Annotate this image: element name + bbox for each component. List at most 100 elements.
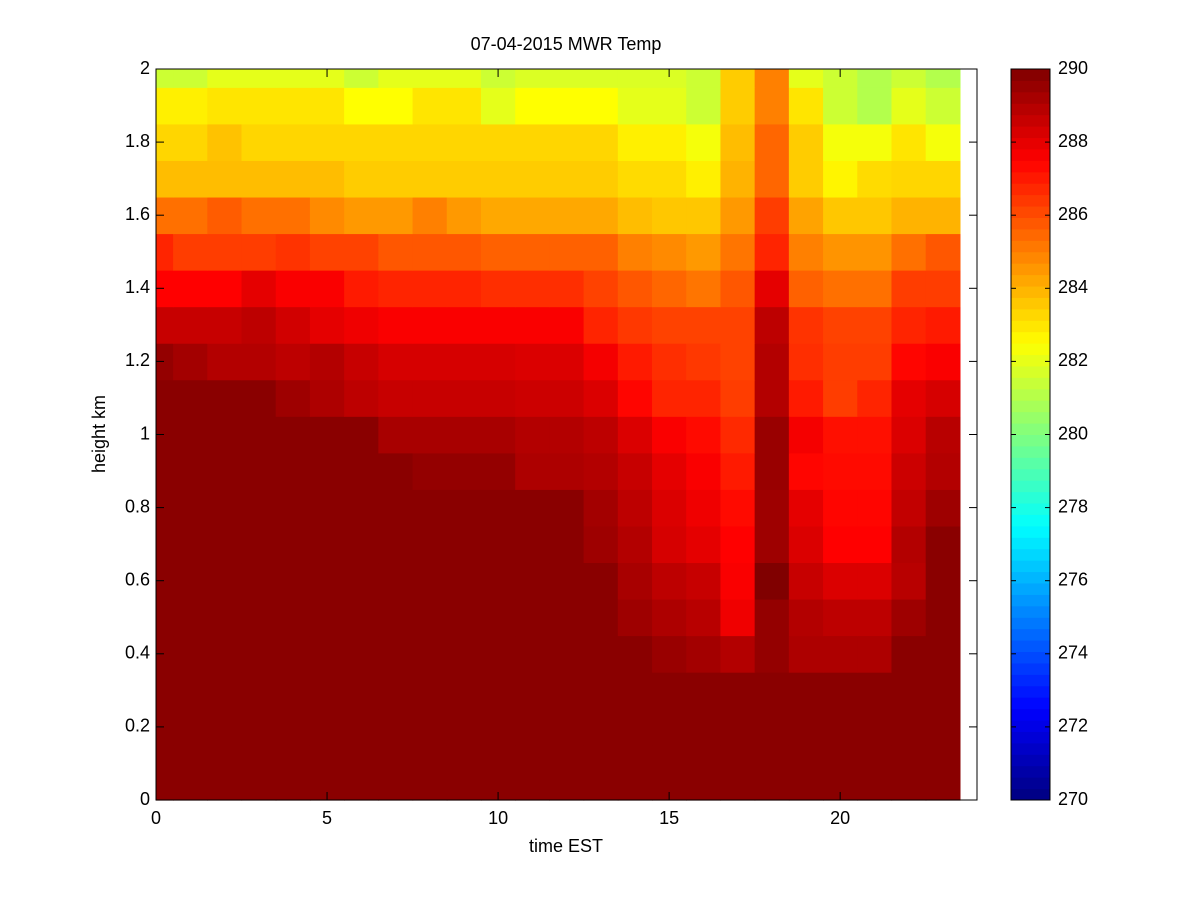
heatmap-cell (412, 598, 448, 637)
heatmap-cell (344, 452, 379, 490)
heatmap-cell (891, 343, 927, 381)
colorbar-tick-label: 274 (1058, 643, 1088, 663)
heatmap-cell (549, 123, 585, 161)
heatmap-cell (925, 416, 961, 454)
heatmap-cell (754, 708, 790, 746)
colorbar-swatch (1011, 160, 1050, 173)
heatmap-cell (720, 598, 756, 637)
heatmap-cell (823, 160, 858, 198)
heatmap-cell (241, 87, 277, 125)
heatmap-cell (156, 635, 174, 673)
heatmap-cell (788, 635, 824, 673)
heatmap-cell (617, 635, 653, 673)
x-axis-label: time EST (529, 836, 603, 856)
heatmap-cell (344, 708, 379, 746)
x-tick-label: 15 (659, 808, 679, 828)
heatmap-cell (549, 270, 585, 308)
colorbar-swatch (1011, 605, 1050, 618)
heatmap-cell (925, 123, 961, 161)
heatmap-cell (480, 708, 516, 746)
heatmap-cell (378, 525, 414, 564)
heatmap-cell (583, 489, 619, 527)
heatmap-cell (446, 452, 482, 490)
colorbar-swatch (1011, 69, 1050, 81)
y-tick-label: 0.8 (125, 496, 150, 516)
heatmap-cell (412, 416, 448, 454)
colorbar-swatch (1011, 377, 1050, 390)
heatmap-cell (241, 562, 277, 600)
colorbar-tick-label: 282 (1058, 350, 1088, 370)
heatmap-cell (207, 452, 243, 490)
heatmap-cell (583, 343, 619, 381)
heatmap-cell (241, 708, 277, 746)
heatmap-cell (275, 452, 311, 490)
heatmap-cell (857, 525, 893, 564)
heatmap-cell (156, 562, 174, 600)
heatmap-cell (480, 233, 516, 271)
heatmap-cell (241, 416, 277, 454)
heatmap-cell (652, 635, 687, 673)
heatmap-cell (549, 69, 585, 88)
heatmap-cell (515, 123, 550, 161)
heatmap-cell (173, 343, 208, 381)
heatmap-cell (925, 233, 961, 271)
heatmap-cell (720, 562, 756, 600)
colorbar-swatch (1011, 263, 1050, 276)
heatmap-cell (925, 489, 961, 527)
heatmap-cell (857, 343, 893, 381)
heatmap-cell (617, 196, 653, 235)
heatmap-cell (617, 672, 653, 710)
y-tick-label: 2 (140, 58, 150, 78)
heatmap-cell (378, 87, 414, 125)
heatmap-cell (344, 525, 379, 564)
heatmap-cell (720, 196, 756, 235)
colorbar-swatch (1011, 503, 1050, 515)
heatmap-cell (275, 69, 311, 88)
heatmap-cell (754, 745, 790, 783)
heatmap-cell (480, 196, 516, 235)
heatmap-cell (446, 306, 482, 344)
heatmap-cell (378, 635, 414, 673)
heatmap-cell (446, 69, 482, 88)
colorbar-swatch (1011, 286, 1050, 298)
heatmap-cell (583, 87, 619, 125)
heatmap-cell (788, 87, 824, 125)
heatmap-cell (173, 416, 208, 454)
colorbar-swatch (1011, 742, 1050, 755)
heatmap-cell (173, 306, 208, 344)
heatmap-cell (549, 196, 585, 235)
colorbar-swatch (1011, 365, 1050, 378)
colorbar-swatch (1011, 183, 1050, 196)
heatmap-cell (173, 233, 208, 271)
heatmap-cell (823, 708, 858, 746)
heatmap-cell (754, 87, 790, 125)
colorbar-swatch (1011, 114, 1050, 127)
heatmap-cell (241, 379, 277, 417)
heatmap-cell (241, 452, 277, 490)
heatmap-cell (378, 343, 414, 381)
colorbar-tick-label: 280 (1058, 423, 1088, 443)
heatmap-cell (156, 708, 174, 746)
heatmap-cell (617, 343, 653, 381)
heatmap-cell (857, 270, 893, 308)
heatmap-cell (720, 525, 756, 564)
heatmap-cell (788, 69, 824, 88)
heatmap-cells (156, 69, 961, 801)
heatmap-cell (156, 598, 174, 637)
colorbar-swatch (1011, 194, 1050, 207)
colorbar-swatch (1011, 320, 1050, 333)
y-tick-label: 0.4 (125, 643, 150, 663)
y-tick-label: 0 (140, 789, 150, 809)
heatmap-cell (156, 379, 174, 417)
heatmap-cell (549, 343, 585, 381)
heatmap-cell (344, 672, 379, 710)
heatmap-cell (857, 452, 893, 490)
heatmap-cell (617, 160, 653, 198)
heatmap-cell (891, 745, 927, 783)
colorbar-swatch (1011, 80, 1050, 93)
heatmap-cell (446, 196, 482, 235)
heatmap-cell (652, 379, 687, 417)
heatmap-cell (275, 562, 311, 600)
heatmap-cell (925, 708, 961, 746)
heatmap-cell (891, 196, 927, 235)
